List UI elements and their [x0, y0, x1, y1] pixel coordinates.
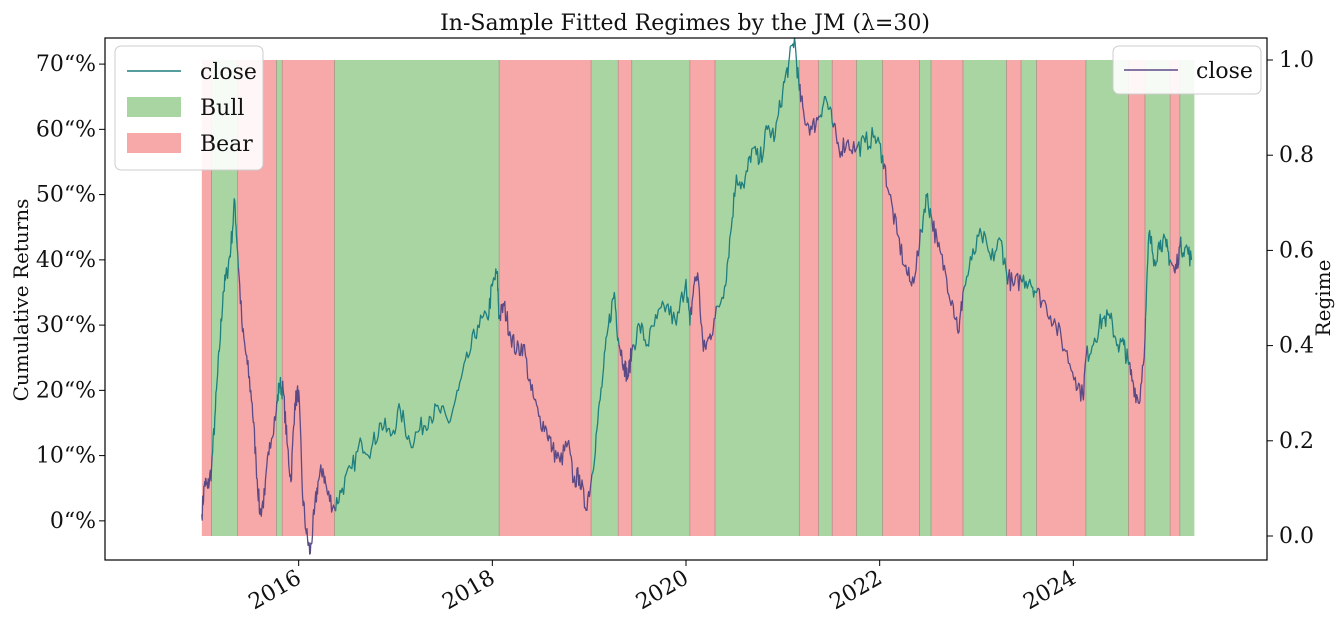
close-line-segment-bull	[276, 376, 284, 404]
close-line-segment-bear	[931, 220, 965, 334]
chart-title: In-Sample Fitted Regimes by the JM (λ=30…	[440, 11, 930, 36]
right-tick-label: 0.6	[1279, 238, 1314, 263]
close-line-segment-bear	[201, 456, 213, 521]
regime-band-bull	[334, 60, 500, 536]
left-tick-label: 70“%	[36, 52, 96, 77]
legend-left: close Bull Bear	[114, 45, 264, 171]
close-line-segment-bull	[1021, 274, 1039, 298]
close-line-segment-bull	[857, 127, 885, 170]
right-tick-label: 0.4	[1279, 334, 1314, 359]
close-line-segment-bear	[799, 83, 821, 136]
regime-band-bull	[1021, 60, 1037, 536]
regime-band-bear	[1036, 60, 1086, 536]
close-line-segment-bear	[237, 267, 278, 517]
left-tick-label: 30“%	[36, 313, 96, 338]
close-line-segment-bear	[689, 272, 718, 352]
regime-band-bear	[618, 60, 632, 536]
regime-bands	[201, 60, 1195, 536]
close-line-segment-bull	[716, 37, 801, 308]
legend-bear-swatch	[127, 133, 181, 153]
regime-band-bull	[962, 60, 1007, 536]
x-tick-label: 2016	[245, 566, 306, 616]
legend-close-label: close	[200, 60, 257, 85]
close-line-segment-bear	[499, 300, 593, 512]
close-line-segment-bull	[1086, 309, 1130, 365]
left-tick-label: 60“%	[36, 117, 96, 142]
regime-band-bull	[276, 60, 283, 536]
regime-band-bear	[930, 60, 963, 536]
close-line-segment-bull	[591, 291, 620, 475]
legend-bull-swatch	[127, 97, 181, 117]
right-axis: 0.0 0.2 0.4 0.6 0.8 1.0	[1267, 48, 1314, 549]
regime-band-bear	[1128, 60, 1145, 536]
right-tick-label: 0.0	[1279, 524, 1314, 549]
x-tick-label: 2020	[632, 566, 693, 616]
regime-band-bull	[1179, 60, 1195, 536]
x-tick-label: 2018	[438, 566, 499, 616]
regime-band-bear	[799, 60, 819, 536]
right-tick-label: 0.8	[1279, 143, 1314, 168]
close-line-segment-bear	[832, 122, 859, 158]
right-tick-label: 0.2	[1279, 429, 1314, 454]
close-series	[201, 37, 1193, 555]
close-line-segment-bear	[618, 344, 634, 382]
close-line-segment-bull	[963, 227, 1009, 288]
regime-band-bear	[689, 60, 716, 536]
legend-right: close	[1112, 45, 1262, 95]
right-axis-title: Regime	[1311, 260, 1335, 337]
close-line-segment-bull	[632, 278, 692, 351]
close-line-segment-bear	[882, 163, 921, 287]
left-tick-label: 40“%	[36, 248, 96, 273]
x-tick-label: 2022	[826, 566, 887, 616]
close-line-segment-bull	[819, 96, 834, 128]
close-line-segment-bull	[919, 192, 933, 233]
close-line-segment-bull	[334, 268, 501, 512]
regime-band-bull	[715, 60, 800, 536]
regime-band-bull	[1144, 60, 1171, 536]
close-line-segment-bear	[281, 380, 337, 555]
regime-band-bear	[201, 60, 212, 536]
x-tick-label: 2024	[1019, 566, 1080, 616]
close-line-segment-bear	[1037, 287, 1088, 402]
legend-bull-label: Bull	[200, 96, 244, 121]
left-tick-label: 0“%	[50, 509, 96, 534]
regime-band-bear	[1170, 60, 1180, 536]
regime-band-bull	[919, 60, 931, 536]
legend-bear-label: Bear	[200, 132, 253, 157]
close-line-segment-bear	[1006, 268, 1023, 292]
close-line-segment-bull	[1180, 236, 1193, 267]
left-axis-title: Cumulative Returns	[9, 199, 33, 402]
legend-right-close-label: close	[1196, 59, 1253, 84]
close-line-segment-bull	[211, 198, 240, 457]
close-line-segment-bear	[1170, 236, 1182, 274]
regime-band-bear	[282, 60, 335, 536]
close-line-segment-bull	[1144, 229, 1172, 318]
regime-band-bear	[882, 60, 920, 536]
close-line-segment-bear	[1128, 317, 1147, 405]
left-tick-label: 10“%	[36, 444, 96, 469]
regime-band-bear	[499, 60, 592, 536]
left-tick-label: 20“%	[36, 378, 96, 403]
regime-band-bear	[1006, 60, 1022, 536]
left-axis: 0“% 10“% 20“% 30“% 40“% 50“% 60“% 70“%	[36, 52, 105, 534]
left-tick-label: 50“%	[36, 183, 96, 208]
right-tick-label: 1.0	[1279, 48, 1314, 73]
legend-right-box	[1112, 45, 1262, 95]
regime-band-bull	[1085, 60, 1129, 536]
x-axis: 2016 2018 2020 2022 2024	[245, 560, 1080, 616]
regime-band-bull	[818, 60, 833, 536]
regime-band-bull	[856, 60, 883, 536]
